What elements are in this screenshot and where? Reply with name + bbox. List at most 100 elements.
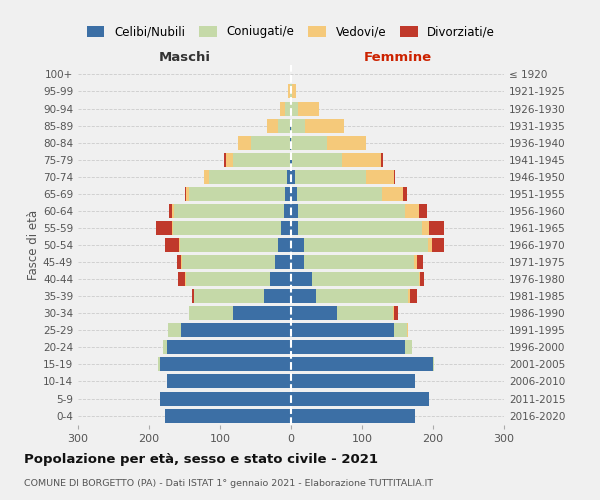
Bar: [326, 136, 365, 149]
Bar: [291, 204, 298, 218]
Bar: [189, 306, 233, 320]
Bar: [181, 255, 182, 269]
Bar: [291, 272, 313, 286]
Bar: [291, 170, 295, 183]
Bar: [394, 324, 407, 338]
Bar: [392, 306, 394, 320]
Y-axis label: Fasce di età: Fasce di età: [27, 210, 40, 280]
Bar: [178, 255, 181, 269]
Bar: [291, 255, 304, 269]
Bar: [313, 272, 419, 286]
Bar: [342, 152, 381, 166]
Bar: [295, 170, 365, 183]
Bar: [178, 272, 185, 286]
Bar: [158, 358, 160, 372]
Bar: [160, 358, 291, 372]
Bar: [298, 221, 422, 235]
Bar: [233, 306, 291, 320]
Text: Femmine: Femmine: [364, 51, 431, 64]
Bar: [264, 289, 291, 303]
Bar: [304, 238, 428, 252]
Bar: [403, 187, 407, 201]
Bar: [194, 289, 264, 303]
Bar: [304, 255, 414, 269]
Bar: [428, 238, 431, 252]
Bar: [292, 152, 342, 166]
Bar: [298, 204, 404, 218]
Bar: [160, 392, 291, 406]
Bar: [270, 272, 291, 286]
Bar: [280, 102, 286, 116]
Bar: [173, 221, 281, 235]
Bar: [419, 204, 427, 218]
Bar: [167, 374, 291, 388]
Bar: [284, 204, 291, 218]
Bar: [226, 152, 233, 166]
Bar: [420, 272, 424, 286]
Bar: [190, 187, 286, 201]
Bar: [291, 238, 304, 252]
Bar: [209, 170, 287, 183]
Bar: [291, 187, 296, 201]
Text: COMUNE DI BORGETTO (PA) - Dati ISTAT 1° gennaio 2021 - Elaborazione TUTTITALIA.I: COMUNE DI BORGETTO (PA) - Dati ISTAT 1° …: [24, 479, 433, 488]
Bar: [407, 324, 408, 338]
Bar: [408, 289, 410, 303]
Bar: [164, 408, 291, 422]
Bar: [174, 204, 284, 218]
Bar: [291, 340, 404, 354]
Bar: [430, 221, 443, 235]
Bar: [167, 340, 291, 354]
Bar: [203, 170, 209, 183]
Bar: [291, 102, 298, 116]
Bar: [286, 102, 291, 116]
Bar: [365, 170, 394, 183]
Bar: [169, 204, 172, 218]
Bar: [290, 118, 291, 132]
Bar: [191, 289, 194, 303]
Bar: [180, 238, 278, 252]
Bar: [281, 221, 291, 235]
Bar: [290, 136, 291, 149]
Bar: [291, 374, 415, 388]
Bar: [186, 187, 190, 201]
Bar: [394, 306, 398, 320]
Bar: [382, 187, 403, 201]
Bar: [292, 84, 296, 98]
Text: Maschi: Maschi: [158, 51, 211, 64]
Bar: [291, 358, 433, 372]
Bar: [168, 324, 181, 338]
Text: Popolazione per età, sesso e stato civile - 2021: Popolazione per età, sesso e stato civil…: [24, 452, 378, 466]
Bar: [291, 118, 305, 132]
Bar: [185, 272, 186, 286]
Bar: [291, 221, 298, 235]
Bar: [291, 136, 326, 149]
Bar: [298, 102, 319, 116]
Bar: [404, 340, 412, 354]
Bar: [291, 84, 292, 98]
Bar: [291, 152, 292, 166]
Bar: [186, 272, 270, 286]
Bar: [414, 255, 418, 269]
Bar: [394, 170, 395, 183]
Bar: [267, 118, 278, 132]
Bar: [182, 255, 275, 269]
Bar: [291, 408, 415, 422]
Bar: [156, 221, 172, 235]
Bar: [185, 187, 186, 201]
Bar: [287, 170, 291, 183]
Bar: [278, 118, 290, 132]
Bar: [404, 204, 419, 218]
Bar: [431, 238, 445, 252]
Bar: [410, 289, 416, 303]
Bar: [278, 238, 291, 252]
Bar: [296, 187, 382, 201]
Bar: [172, 221, 173, 235]
Bar: [179, 238, 180, 252]
Bar: [163, 340, 167, 354]
Bar: [224, 152, 226, 166]
Bar: [172, 204, 174, 218]
Bar: [288, 84, 290, 98]
Bar: [422, 221, 430, 235]
Bar: [291, 306, 337, 320]
Bar: [290, 84, 291, 98]
